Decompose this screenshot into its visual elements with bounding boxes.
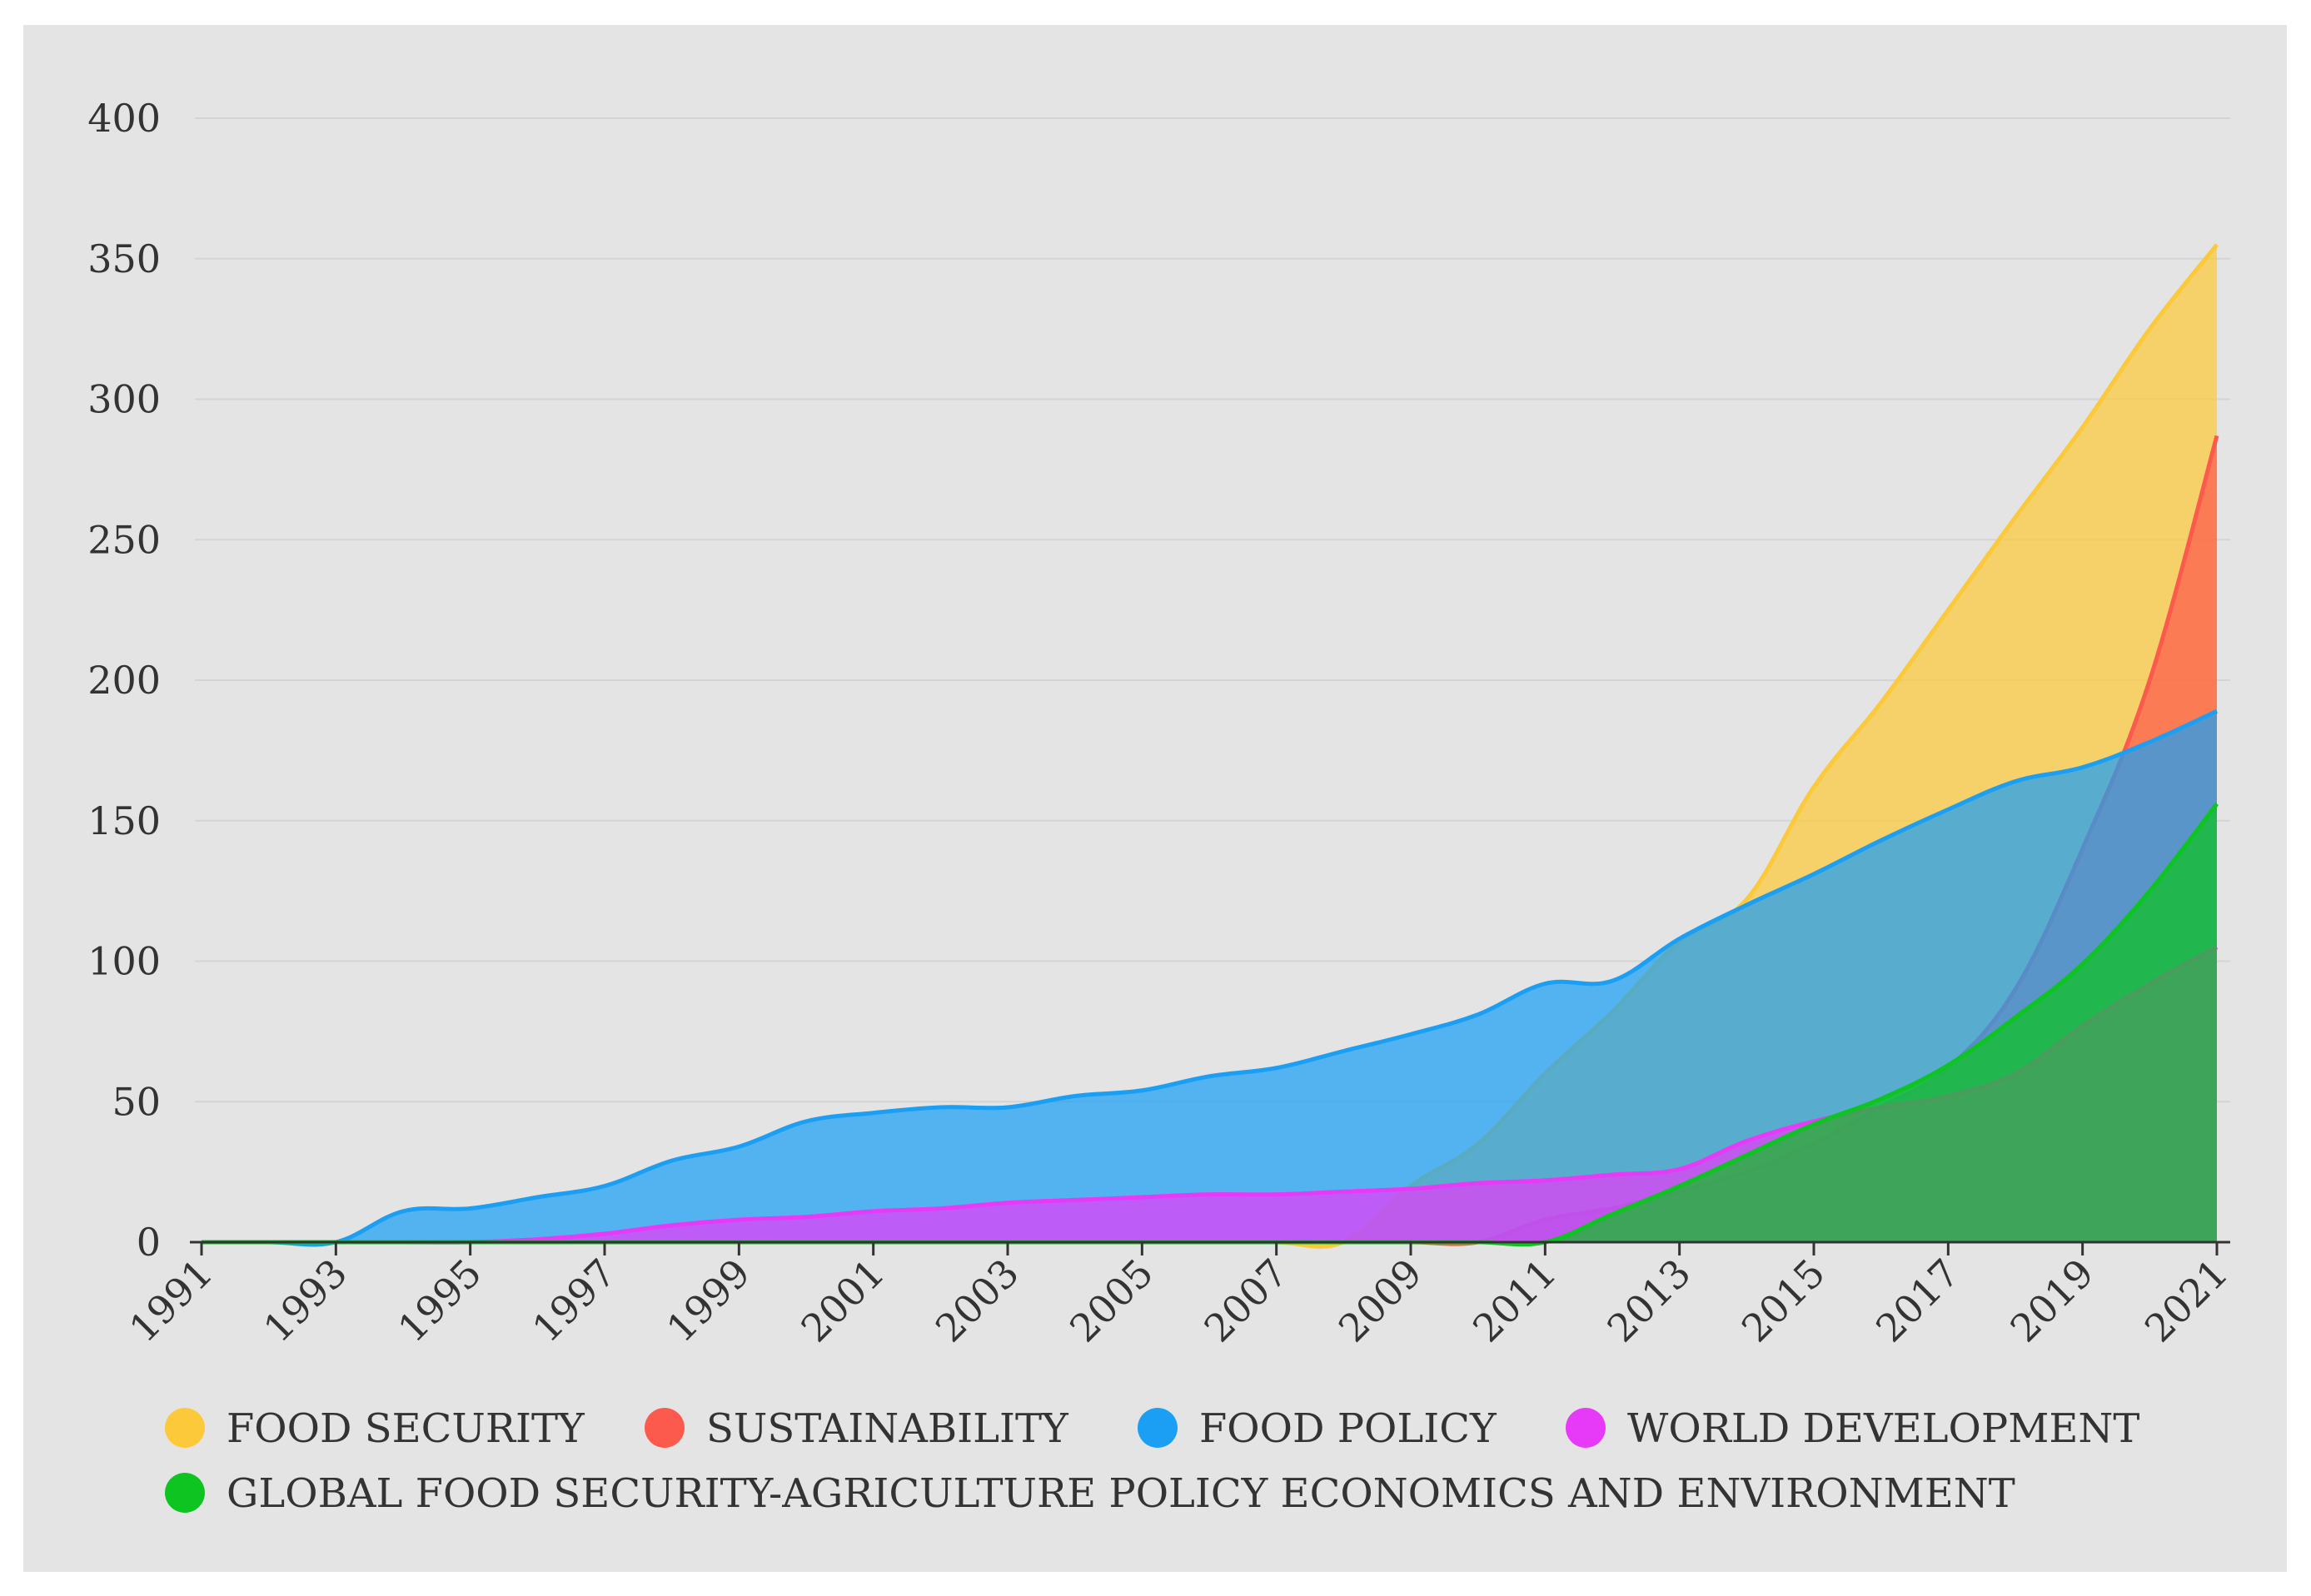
chart-panel: 0 50 100 150 200 250 300 350 400 1991 1993 1995 1997… xyxy=(23,25,2287,1572)
legend-marker-1 xyxy=(645,1408,685,1448)
y-tick-label: 400 xyxy=(87,96,161,141)
x-tick-label: 2021 xyxy=(2136,1250,2237,1351)
area-chart: 0 50 100 150 200 250 300 350 400 1991 1993 1995 1997… xyxy=(87,96,2237,1517)
y-tick-label: 200 xyxy=(87,658,161,703)
grid-lines xyxy=(195,117,2230,1103)
x-tick-label: 1995 xyxy=(389,1250,490,1351)
x-tick-label: 2019 xyxy=(2001,1250,2102,1351)
x-tick-label: 2015 xyxy=(1733,1250,1834,1351)
x-tick-label: 1999 xyxy=(658,1250,759,1351)
x-tick-label: 2003 xyxy=(927,1250,1028,1351)
legend-label-1: SUSTAINABILITY xyxy=(706,1405,1069,1452)
legend-marker-0 xyxy=(165,1408,205,1448)
x-tick-label: 2017 xyxy=(1867,1250,1968,1351)
legend-label-2: FOOD POLICY xyxy=(1199,1405,1497,1452)
legend: FOOD SECURITY SUSTAINABILITY FOOD POLICY WO… xyxy=(165,1405,2139,1517)
legend-label-3: WORLD DEVELOPMENT xyxy=(1627,1405,2139,1452)
y-tick-label: 300 xyxy=(87,377,161,422)
legend-marker-4 xyxy=(165,1473,205,1513)
x-tick-label: 1991 xyxy=(121,1250,222,1351)
legend-label-4: GLOBAL FOOD SECURITY-AGRICULTURE POLICY … xyxy=(227,1470,2015,1517)
x-tick-label: 2005 xyxy=(1061,1250,1162,1351)
x-tick-label: 2007 xyxy=(1195,1250,1296,1351)
series-area-2 xyxy=(202,711,2217,1245)
x-tick-label: 2011 xyxy=(1464,1250,1565,1351)
x-tick-label: 2009 xyxy=(1330,1250,1431,1351)
x-tick-label: 2001 xyxy=(792,1250,893,1351)
legend-marker-3 xyxy=(1566,1408,1606,1448)
x-tick-label: 2013 xyxy=(1598,1250,1699,1351)
x-tick-label: 1993 xyxy=(255,1250,356,1351)
series-area-4 xyxy=(202,803,2217,1245)
legend-marker-2 xyxy=(1138,1408,1178,1448)
legend-label-0: FOOD SECURITY xyxy=(227,1405,585,1452)
series-areas xyxy=(201,243,2219,1249)
y-tick-label: 100 xyxy=(87,939,161,984)
y-tick-label: 350 xyxy=(87,236,161,281)
y-tick-label: 50 xyxy=(112,1079,161,1124)
y-tick-label: 150 xyxy=(87,798,161,843)
x-tick-label: 1997 xyxy=(524,1250,625,1351)
series-line-2 xyxy=(201,709,2219,1247)
y-tick-label: 250 xyxy=(87,517,161,562)
y-tick-label: 0 xyxy=(137,1220,161,1265)
